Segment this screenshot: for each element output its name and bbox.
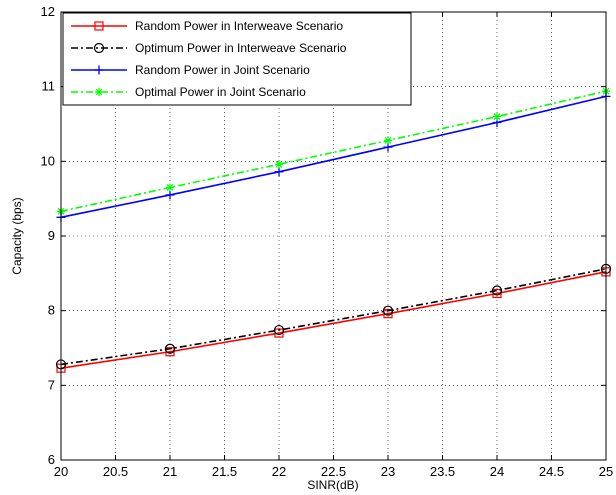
grid-lines bbox=[61, 12, 606, 460]
x-axis-label: SINR(dB) bbox=[307, 478, 358, 492]
legend: Random Power in Interweave Scenario Optim… bbox=[62, 12, 412, 106]
x-tick-label: 23.5 bbox=[430, 464, 455, 479]
data-point bbox=[384, 136, 392, 145]
x-tick-label: 20.5 bbox=[103, 464, 128, 479]
data-point bbox=[166, 183, 174, 192]
x-tick-label: 23 bbox=[381, 464, 395, 479]
legend-item: Optimal Power in Joint Scenario bbox=[71, 85, 306, 99]
x-tick-label: 22.5 bbox=[321, 464, 346, 479]
x-tick-label: 20 bbox=[54, 464, 68, 479]
legend-swatch-marker bbox=[95, 88, 103, 96]
legend-label: Random Power in Interweave Scenario bbox=[135, 19, 343, 33]
y-tick-label: 6 bbox=[48, 452, 55, 467]
legend-item: Random Power in Joint Scenario bbox=[71, 63, 310, 77]
x-tick-label: 21.5 bbox=[212, 464, 237, 479]
x-tick-label: 22 bbox=[272, 464, 286, 479]
y-tick-label: 10 bbox=[41, 153, 55, 168]
legend-label: Optimal Power in Joint Scenario bbox=[135, 85, 306, 99]
axis-ticks: 20 20.5 21 21.5 22 22.5 23 23.5 24 24.5 25 6 7 8 9 10 11… bbox=[41, 4, 614, 479]
y-tick-label: 12 bbox=[41, 4, 55, 19]
data-point bbox=[273, 324, 285, 336]
series-line bbox=[60, 268, 607, 366]
legend-swatch-marker bbox=[94, 21, 104, 31]
legend-swatch-marker bbox=[93, 42, 105, 54]
y-tick-label: 7 bbox=[48, 377, 55, 392]
legend-item: Optimum Power in Interweave Scenario bbox=[71, 41, 347, 55]
legend-label: Optimum Power in Interweave Scenario bbox=[135, 41, 347, 55]
x-tick-label: 25 bbox=[599, 464, 613, 479]
data-point bbox=[274, 167, 284, 177]
x-tick-label: 24.5 bbox=[539, 464, 564, 479]
data-point bbox=[164, 343, 176, 354]
data-point bbox=[491, 285, 503, 296]
data-point bbox=[165, 190, 175, 200]
legend-swatch-marker bbox=[94, 65, 104, 75]
series-line bbox=[60, 90, 607, 213]
x-tick-label: 24 bbox=[490, 464, 504, 479]
x-tick-label: 21 bbox=[163, 464, 177, 479]
y-tick-label: 8 bbox=[48, 303, 55, 318]
legend-item: Random Power in Interweave Scenario bbox=[71, 19, 343, 33]
series-line bbox=[60, 95, 607, 219]
y-axis-label: Capacity (bps) bbox=[10, 197, 24, 274]
series-layer bbox=[55, 87, 612, 373]
data-point bbox=[275, 160, 283, 169]
series-line bbox=[60, 271, 607, 369]
legend-label: Random Power in Joint Scenario bbox=[135, 63, 310, 77]
series-2 bbox=[55, 263, 612, 370]
legend-box bbox=[62, 12, 412, 106]
data-point bbox=[382, 305, 394, 316]
y-tick-label: 11 bbox=[42, 79, 56, 94]
data-point bbox=[493, 112, 501, 121]
y-tick-label: 9 bbox=[48, 228, 55, 243]
